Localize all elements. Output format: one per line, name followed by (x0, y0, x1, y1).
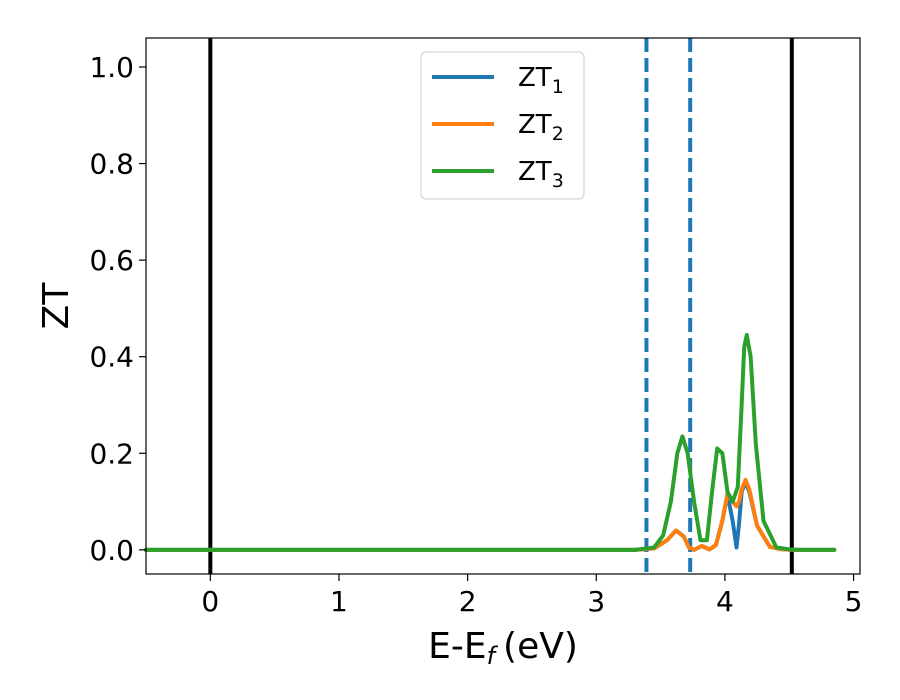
x-axis-ticks: 0 1 2 3 4 5 (201, 574, 862, 618)
y-tick-label: 0.6 (89, 244, 134, 277)
series-group (144, 332, 837, 552)
series-line-3 (144, 332, 837, 552)
legend: ZT1 ZT2 ZT3 (420, 51, 585, 200)
legend-label-3: ZT3 (518, 157, 564, 192)
x-axis-label-main: E-E (428, 626, 486, 667)
reference-lines (208, 38, 794, 574)
x-tick-label: 0 (201, 585, 219, 618)
y-axis-label: ZT (36, 282, 77, 330)
y-tick-label: 0.4 (89, 341, 134, 374)
plot-frame (145, 37, 861, 575)
x-tick-label: 1 (330, 585, 348, 618)
x-tick-label: 3 (587, 585, 605, 618)
series-line-2 (144, 477, 837, 552)
legend-label-2: ZT2 (518, 110, 564, 145)
x-axis-label-sub: f (487, 642, 499, 670)
y-tick-label: 1.0 (89, 51, 134, 84)
y-tick-label: 0.8 (89, 148, 134, 181)
x-tick-label: 5 (845, 585, 863, 618)
y-axis-ticks: 0.0 0.2 0.4 0.6 0.8 1.0 (89, 51, 146, 567)
x-axis-label-unit: (eV) (503, 626, 578, 667)
y-tick-label: 0.2 (89, 437, 134, 470)
x-tick-label: 4 (716, 585, 734, 618)
y-tick-label: 0.0 (89, 534, 134, 567)
x-tick-label: 2 (459, 585, 477, 618)
legend-box (420, 51, 585, 200)
legend-label-1: ZT1 (518, 63, 564, 98)
x-axis-label: E-Ef (eV) (428, 626, 578, 670)
